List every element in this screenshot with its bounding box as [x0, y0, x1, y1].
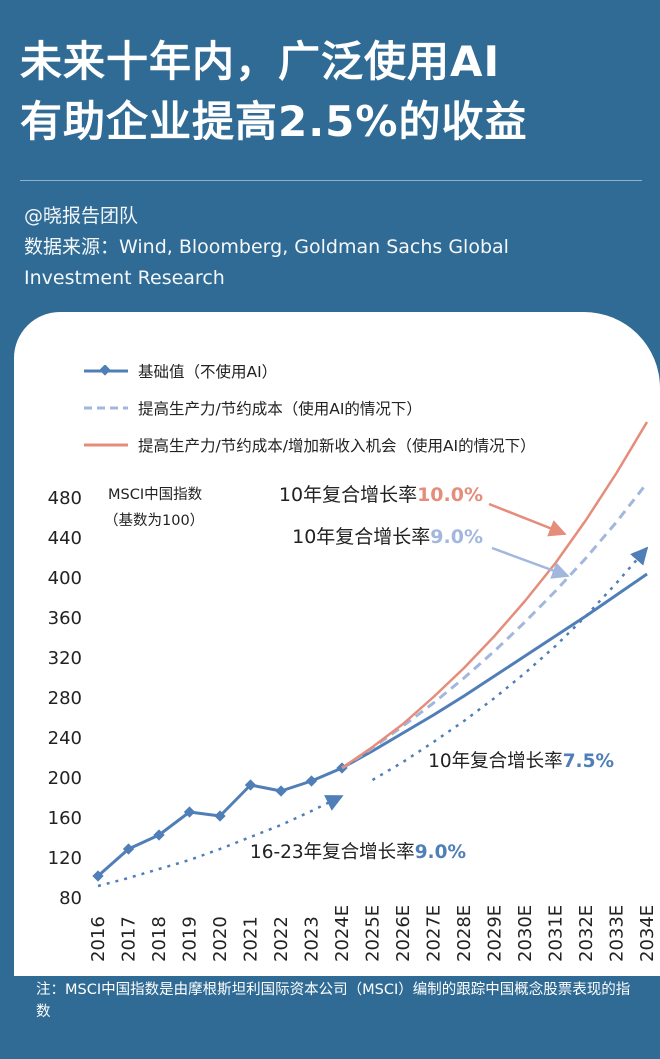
y-tick-label: 360	[48, 608, 82, 629]
page-title: 未来十年内，广泛使用AI 有助企业提高2.5%的收益	[20, 32, 650, 152]
annotation-productivity-arrow	[491, 546, 570, 579]
y-tick-label: 320	[48, 648, 82, 669]
y-axis-ticks: 80 120 160 200 240 280 320 360 400 440 480	[48, 488, 82, 909]
source-line-1: 数据来源：Wind, Bloomberg, Goldman Sachs Glob…	[24, 236, 509, 258]
trend-line-forecast	[371, 546, 649, 782]
x-tick-label: 2019	[180, 916, 201, 962]
y-tick-label: 120	[48, 848, 82, 869]
annotation-historical-value: 9.0%	[415, 842, 466, 863]
annotation-base-prefix: 10年复合增长率	[428, 751, 563, 772]
meta-block: @晓报告团队 数据来源：Wind, Bloomberg, Goldman Sac…	[24, 201, 644, 294]
footnote: 注：MSCI中国指数是由摩根斯坦利国际资本公司（MSCI）编制的跟踪中国概念股票…	[36, 982, 631, 1020]
data-point-marker	[153, 829, 165, 841]
series-line-1	[341, 482, 649, 770]
x-tick-label: 2027E	[424, 905, 445, 962]
y-tick-label: 240	[48, 728, 82, 749]
data-point-marker	[275, 785, 287, 797]
y-axis-title-line-2: （基数为100）	[104, 512, 204, 529]
x-tick-label: 2029E	[485, 905, 506, 962]
legend-swatch-full	[84, 443, 128, 446]
annotation-base: 10年复合增长率7.5%	[428, 751, 614, 772]
y-tick-label: 440	[48, 528, 82, 549]
annotation-full-arrow	[488, 502, 567, 537]
annotation-productivity-value: 9.0%	[430, 526, 483, 548]
series-group	[92, 421, 649, 888]
x-tick-label: 2017	[119, 916, 140, 962]
title-line-1: 未来十年内，广泛使用AI	[20, 37, 501, 86]
x-tick-label: 2021	[241, 916, 262, 962]
title-line-2: 有助企业提高2.5%的收益	[20, 97, 528, 146]
y-axis-title-line-1: MSCI中国指数	[108, 486, 203, 503]
annotation-full: 10年复合增长率10.0%	[279, 484, 483, 506]
x-tick-label: 2033E	[607, 905, 628, 962]
data-point-marker	[214, 810, 226, 822]
title-divider	[20, 180, 642, 181]
x-tick-label: 2031E	[546, 905, 567, 962]
x-tick-label: 2028E	[454, 905, 475, 962]
x-tick-label: 2034E	[637, 905, 658, 962]
annotation-productivity-prefix: 10年复合增长率	[292, 526, 430, 548]
x-tick-label: 2025E	[363, 905, 384, 962]
x-tick-label: 2024E	[332, 905, 353, 962]
x-tick-label: 2026E	[393, 905, 414, 962]
y-tick-label: 400	[48, 568, 82, 589]
legend-item-full: 提高生产力/节约成本/增加新收入机会（使用AI的情况下）	[84, 426, 536, 463]
series-line-2	[341, 421, 649, 770]
author-label: @晓报告团队	[24, 205, 139, 227]
legend-item-base: 基础值（不使用AI）	[84, 352, 536, 389]
annotation-productivity: 10年复合增长率9.0%	[292, 526, 483, 548]
x-tick-label: 2018	[149, 916, 170, 962]
y-tick-label: 200	[48, 768, 82, 789]
y-tick-label: 160	[48, 808, 82, 829]
source-line-2: Investment Research	[24, 267, 225, 289]
x-tick-label: 2022	[271, 916, 292, 962]
annotation-historical-prefix: 16-23年复合增长率	[250, 842, 415, 863]
annotation-full-prefix: 10年复合增长率	[279, 484, 417, 506]
annotation-base-value: 7.5%	[563, 751, 614, 772]
annotation-full-value: 10.0%	[417, 484, 483, 506]
y-tick-label: 480	[48, 488, 82, 509]
x-axis-ticks: 2016 2017 2018 2019 2020 2021 2022 2023 2024E 202…	[88, 905, 658, 962]
y-tick-label: 280	[48, 688, 82, 709]
trend-line-historical	[97, 794, 344, 888]
chart-legend: 基础值（不使用AI） 提高生产力/节约成本（使用AI的情况下） 提高生产力/节约…	[84, 352, 536, 463]
x-tick-label: 2030E	[515, 905, 536, 962]
legend-swatch-base	[84, 364, 128, 376]
legend-label-productivity: 提高生产力/节约成本（使用AI的情况下）	[138, 399, 422, 418]
legend-swatch-productivity	[84, 406, 128, 409]
legend-label-base: 基础值（不使用AI）	[138, 362, 278, 381]
x-tick-label: 2023	[302, 916, 323, 962]
legend-item-productivity: 提高生产力/节约成本（使用AI的情况下）	[84, 389, 536, 426]
chart-card: 基础值（不使用AI） 提高生产力/节约成本（使用AI的情况下） 提高生产力/节约…	[14, 312, 660, 976]
legend-label-full: 提高生产力/节约成本/增加新收入机会（使用AI的情况下）	[138, 436, 536, 455]
data-point-marker	[244, 779, 257, 791]
annotation-historical: 16-23年复合增长率9.0%	[250, 842, 466, 863]
x-tick-label: 2020	[210, 916, 231, 962]
series-line-0	[97, 572, 648, 878]
data-point-marker	[183, 806, 196, 818]
x-tick-label: 2032E	[576, 905, 597, 962]
data-point-marker	[305, 775, 318, 787]
x-tick-label: 2016	[88, 916, 109, 962]
y-tick-label: 80	[59, 888, 82, 909]
